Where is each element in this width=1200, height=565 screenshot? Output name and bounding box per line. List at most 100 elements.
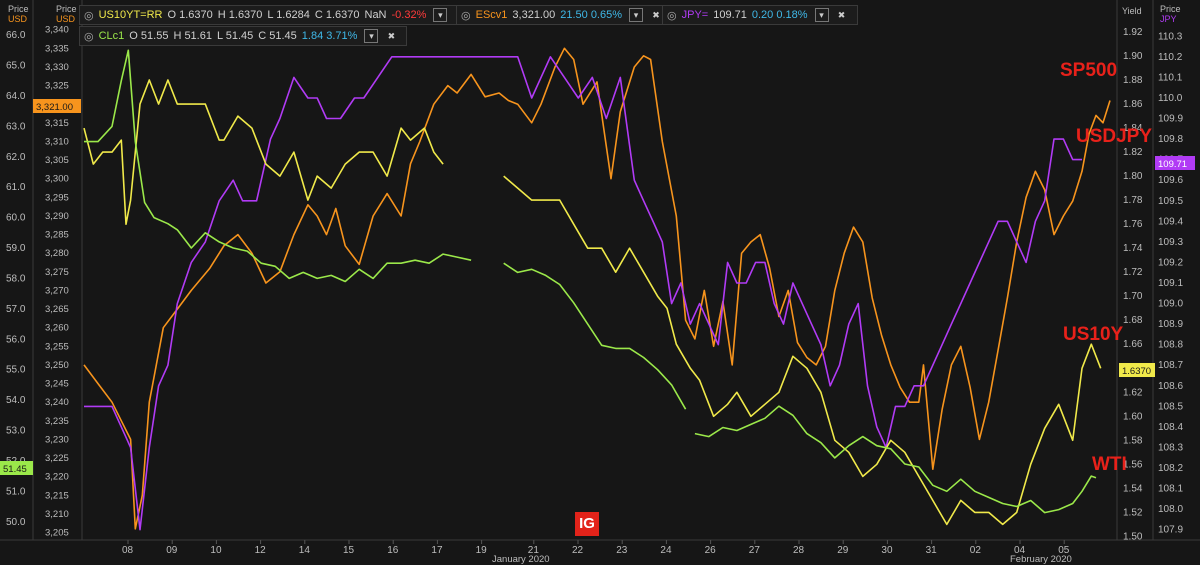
legend-jpy[interactable]: ◎ JPY= 109.71 0.20 0.18% ▾ ✖ [662,5,858,25]
badge-jpy-price: 109.71 [1158,159,1187,170]
y-tick-jpy: 108.7 [1158,360,1183,371]
legend-change: -0.32% [391,9,427,21]
y-tick-yield: 1.56 [1123,459,1143,470]
badge-yield-price: 1.6370 [1122,366,1151,377]
y-tick-sp500: 3,210 [45,509,69,520]
y-tick-sp500: 3,315 [45,118,69,129]
badge-jpy-price-bg [1155,156,1195,170]
y-tick-wti: 62.0 [6,152,26,163]
y-tick-yield: 1.90 [1123,51,1143,62]
x-tick-label: 31 [926,545,938,556]
y-tick-sp500: 3,235 [45,416,69,427]
y-tick-jpy: 109.9 [1158,114,1183,125]
legend-target-icon: ◎ [84,9,94,22]
x-tick-label: 19 [476,545,488,556]
x-tick-label: 15 [343,545,355,556]
y-tick-jpy: 108.4 [1158,422,1183,433]
y-tick-yield: 1.74 [1123,243,1143,254]
y-tick-jpy: 108.0 [1158,504,1183,515]
y-tick-jpy: 108.9 [1158,319,1183,330]
y-tick-sp500: 3,300 [45,174,69,185]
y-tick-yield: 1.92 [1123,27,1143,38]
y-tick-jpy: 107.9 [1158,525,1183,536]
x-tick-label: 02 [970,545,982,556]
chevron-down-icon[interactable]: ▾ [629,8,644,22]
badge-sp500-price: 3,321.00 [36,102,73,113]
legend-field: L 1.6284 [267,9,310,21]
y-tick-jpy: 109.6 [1158,175,1183,186]
legend-field: H 51.61 [173,30,212,42]
y-tick-jpy: 110.3 [1158,31,1183,42]
x-tick-label: 05 [1058,545,1070,556]
y-tick-jpy: 109.3 [1158,237,1183,248]
y-tick-sp500: 3,325 [45,81,69,92]
x-tick-label: 26 [705,545,717,556]
y-tick-yield: 1.78 [1123,195,1143,206]
y-tick-jpy: 108.2 [1158,463,1183,474]
chevron-down-icon[interactable]: ▾ [433,8,448,22]
legend-field: 109.71 [713,9,747,21]
y-tick-yield: 1.68 [1123,315,1143,326]
legend-target-icon: ◎ [461,9,471,22]
y-tick-yield: 1.52 [1123,507,1143,518]
annotation-us10y: US10Y [1063,324,1124,345]
y-tick-sp500: 3,335 [45,43,69,54]
y-tick-yield: 1.86 [1123,99,1143,110]
y-tick-sp500: 3,330 [45,62,69,73]
chevron-down-icon[interactable]: ▾ [814,8,829,22]
badge-yield-price-bg [1119,363,1155,377]
right-outer-header-1: Price [1160,4,1181,14]
annotation-wti: WTI [1092,454,1127,475]
y-tick-wti: 55.0 [6,365,26,376]
y-tick-yield: 1.70 [1123,291,1143,302]
x-tick-label: 24 [660,545,672,556]
left-inner-header-2: USD [56,14,76,24]
y-tick-wti: 51.0 [6,486,26,497]
right-outer-header-2: JPY [1160,14,1177,24]
y-tick-wti: 58.0 [6,273,26,284]
y-tick-jpy: 108.3 [1158,442,1183,453]
y-tick-jpy: 109.8 [1158,134,1183,145]
legend-label: EScv1 [475,9,508,21]
y-tick-jpy: 108.5 [1158,401,1183,412]
y-tick-jpy: 109.0 [1158,299,1183,310]
y-tick-yield: 1.88 [1123,75,1143,86]
trash-icon[interactable]: ✖ [837,10,846,20]
legend-us10y[interactable]: ◎ US10YT=RR O 1.6370 H 1.6370 L 1.6284 C 1.63… [79,5,477,25]
x-tick-label: 17 [431,545,443,556]
series-line-us10yt-rr [83,79,1102,526]
y-tick-sp500: 3,295 [45,192,69,203]
x-tick-label: 04 [1014,545,1026,556]
left-inner-header-1: Price [56,4,77,14]
plot-area [82,2,1117,540]
y-tick-yield: 1.66 [1123,339,1143,350]
badge-wti-price: 51.45 [3,464,27,475]
y-tick-sp500: 3,230 [45,434,69,445]
trash-icon[interactable]: ✖ [387,31,396,41]
y-tick-yield: 1.82 [1123,147,1143,158]
y-tick-jpy: 108.6 [1158,381,1183,392]
x-tick-label: 16 [387,545,399,556]
chevron-down-icon[interactable]: ▾ [364,29,379,43]
y-tick-jpy: 110.2 [1158,52,1183,63]
legend-clc1[interactable]: ◎ CLc1 O 51.55 H 51.61 L 51.45 C 51.45 1.84 3.… [79,26,408,46]
right-inner-header: Yield [1122,6,1142,16]
legend-target-icon: ◎ [667,9,677,22]
y-tick-wti: 56.0 [6,334,26,345]
x-tick-label: 22 [572,545,584,556]
x-tick-label: 14 [299,545,311,556]
y-tick-wti: 54.0 [6,395,26,406]
y-tick-sp500: 3,280 [45,248,69,259]
x-tick-label: 09 [166,545,178,556]
legend-field: H 1.6370 [217,9,263,21]
trash-icon[interactable]: ✖ [652,10,660,20]
y-tick-jpy: 108.1 [1158,484,1183,495]
legend-escv1[interactable]: ◎ EScv1 3,321.00 21.50 0.65% ▾ ✖ [456,5,673,25]
y-tick-sp500: 3,340 [45,25,69,36]
y-tick-sp500: 3,260 [45,323,69,334]
y-tick-sp500: 3,205 [45,528,69,539]
series-line-clc1 [84,49,1097,514]
y-tick-wti: 66.0 [6,30,26,41]
y-tick-sp500: 3,240 [45,397,69,408]
